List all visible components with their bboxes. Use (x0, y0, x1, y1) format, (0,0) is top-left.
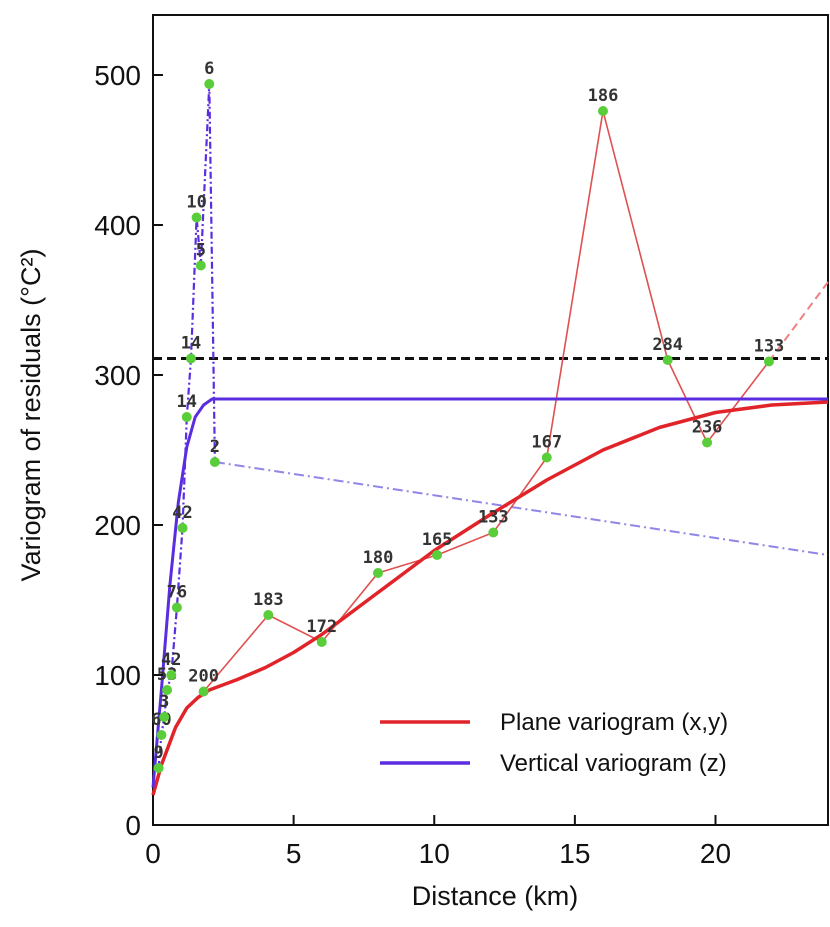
plane-point-label: 172 (306, 617, 337, 637)
vertical-point (209, 457, 220, 467)
y-tick-label: 200 (94, 510, 141, 541)
vertical-point (204, 79, 215, 89)
vertical-point-label: 3 (159, 692, 169, 712)
y-tick-label: 500 (94, 60, 141, 91)
vertical-point (166, 670, 177, 680)
legend-label: Plane variogram (x,y) (500, 709, 728, 736)
x-tick-label: 0 (145, 838, 161, 869)
plane-variogram-model (151, 400, 829, 796)
plane-point (198, 686, 209, 697)
plane-point-label: 133 (754, 337, 785, 357)
plane-point (598, 106, 608, 116)
x-tick-label: 20 (700, 838, 731, 869)
data-points: 2001831721801651331671862842361339603534… (151, 59, 784, 773)
vertical-point (195, 260, 206, 271)
vertical-point-label: 14 (181, 334, 201, 354)
vertical-point (162, 685, 173, 695)
vertical-point-label: 42 (172, 503, 192, 523)
vertical-point-label: 10 (186, 193, 206, 213)
plane-point (432, 550, 443, 560)
vertical-point-label: 14 (177, 392, 197, 412)
legend: Plane variogram (x,y) Vertical variogram … (380, 709, 728, 777)
vertical-point-label: 5 (196, 241, 206, 261)
plane-point (763, 356, 774, 367)
y-tick-label: 100 (94, 660, 141, 691)
x-axis-label: Distance (km) (412, 881, 579, 911)
plane-trend-extension (768, 281, 829, 363)
plane-point-label: 183 (253, 590, 284, 610)
vertical-point-label: 2 (210, 437, 220, 457)
x-tick-label: 10 (419, 838, 450, 869)
plane-point (316, 637, 327, 647)
plane-point-label: 284 (652, 335, 683, 355)
vertical-point (185, 353, 196, 364)
plane-point-label: 165 (422, 530, 453, 550)
vertical-point (153, 763, 164, 773)
vertical-point (159, 712, 170, 722)
vertical-point-label: 42 (161, 650, 181, 670)
vertical-trend-extension (214, 461, 829, 556)
vertical-variogram-model (151, 397, 828, 788)
y-tick-label: 400 (94, 210, 141, 241)
vertical-point (191, 212, 202, 223)
vertical-point-label: 6 (204, 59, 214, 79)
y-tick-label: 0 (125, 810, 141, 841)
plane-point (702, 437, 713, 448)
vertical-point-label: 76 (167, 583, 187, 603)
x-tick-label: 5 (286, 838, 302, 869)
legend-label: Vertical variogram (z) (500, 750, 727, 777)
plane-point-label: 167 (531, 433, 562, 453)
vertical-point (181, 412, 192, 422)
plane-point-label: 180 (363, 548, 394, 568)
plane-point-label: 186 (588, 86, 619, 106)
vertical-point (171, 602, 182, 613)
series-lines (151, 83, 829, 796)
y-axis-label: Variogram of residuals (°C²) (16, 249, 46, 582)
vertical-point (177, 523, 188, 533)
x-tick-label: 15 (559, 838, 590, 869)
y-tick-label: 300 (94, 360, 141, 391)
plane-point (263, 610, 274, 620)
vertical-point-label: 9 (154, 743, 164, 763)
plane-point (488, 527, 499, 538)
plane-point-label: 200 (188, 667, 219, 687)
plot-frame (152, 14, 829, 826)
plane-point (373, 568, 383, 578)
plane-point-label: 236 (692, 418, 723, 438)
plane-point (662, 355, 673, 365)
vertical-point (156, 730, 167, 740)
plane-point-label: 133 (478, 508, 509, 528)
plane-point (541, 452, 552, 463)
plane-empirical-line (202, 110, 770, 693)
